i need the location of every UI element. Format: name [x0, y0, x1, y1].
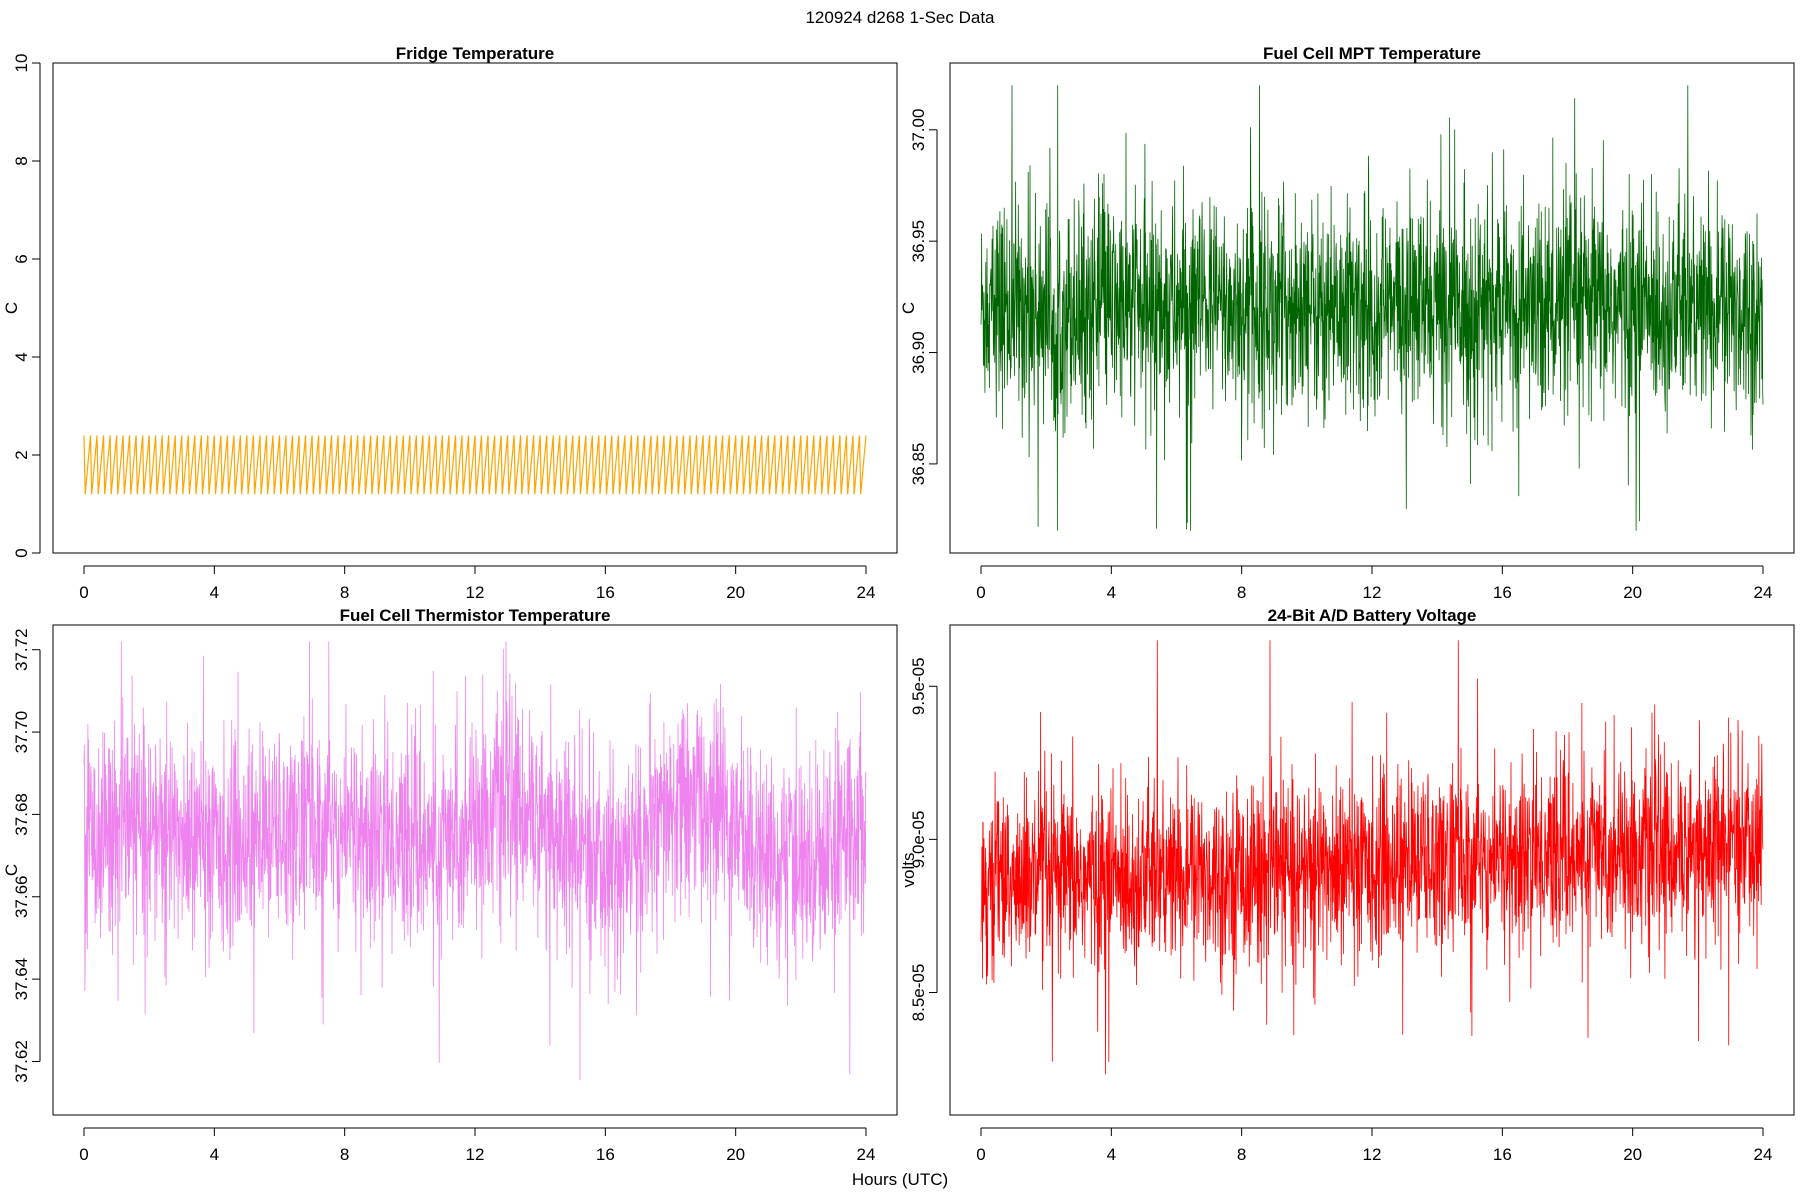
y-tick-label: 2 — [12, 450, 31, 459]
x-tick-label: 24 — [857, 583, 876, 602]
panel-title: Fuel Cell Thermistor Temperature — [340, 606, 611, 625]
x-tick-label: 12 — [1363, 583, 1382, 602]
series-line — [83, 641, 867, 1081]
y-tick-label: 8.5e-05 — [909, 964, 928, 1022]
panel-title: 24-Bit A/D Battery Voltage — [1268, 606, 1477, 625]
x-tick-label: 4 — [210, 583, 219, 602]
x-tick-label: 8 — [1237, 1145, 1246, 1164]
series-line — [980, 85, 1764, 531]
y-tick-label: 0 — [12, 548, 31, 557]
x-tick-label: 4 — [1107, 1145, 1116, 1164]
plot-frame — [52, 62, 898, 554]
x-tick-label: 4 — [210, 1145, 219, 1164]
y-axis-label: C — [2, 864, 21, 876]
y-tick-label: 37.68 — [12, 793, 31, 836]
x-tick-label: 20 — [1623, 1145, 1642, 1164]
x-tick-label: 20 — [1623, 583, 1642, 602]
x-tick-label: 16 — [596, 1145, 615, 1164]
y-axis-label: C — [2, 302, 21, 314]
x-tick-label: 0 — [79, 583, 88, 602]
x-tick-label: 4 — [1107, 583, 1116, 602]
y-tick-label: 36.90 — [909, 331, 928, 374]
x-tick-label: 24 — [1754, 1145, 1773, 1164]
figure-suptitle: 120924 d268 1-Sec Data — [805, 8, 995, 27]
y-tick-label: 9.0e-05 — [909, 811, 928, 869]
x-tick-label: 16 — [1493, 583, 1512, 602]
y-axis-label: volts — [899, 853, 918, 888]
y-tick-label: 36.85 — [909, 443, 928, 486]
plot-frame — [949, 624, 1795, 1116]
x-tick-label: 20 — [726, 1145, 745, 1164]
y-tick-label: 37.62 — [12, 1040, 31, 1083]
x-tick-label: 20 — [726, 583, 745, 602]
x-tick-label: 12 — [466, 583, 485, 602]
y-tick-label: 36.95 — [909, 220, 928, 263]
y-tick-label: 37.00 — [909, 109, 928, 152]
y-tick-label: 37.70 — [12, 711, 31, 754]
figure-xlabel: Hours (UTC) — [852, 1170, 948, 1189]
plot-frame — [52, 624, 898, 1116]
x-tick-label: 12 — [466, 1145, 485, 1164]
y-tick-label: 6 — [12, 254, 31, 263]
panel-battery-voltage: 24-Bit A/D Battery Voltage volts 0 4 8 12 16… — [899, 606, 1795, 1164]
x-tick-label: 0 — [79, 1145, 88, 1164]
y-tick-label: 37.64 — [12, 958, 31, 1001]
x-tick-label: 24 — [1754, 583, 1773, 602]
y-tick-label: 4 — [12, 352, 31, 361]
y-tick-label: 9.5e-05 — [909, 657, 928, 715]
series-line — [980, 640, 1764, 1075]
x-tick-label: 0 — [976, 583, 985, 602]
panel-title: Fuel Cell MPT Temperature — [1263, 44, 1481, 63]
y-tick-label: 37.66 — [12, 875, 31, 918]
plot-frame — [949, 62, 1795, 554]
x-tick-label: 24 — [857, 1145, 876, 1164]
panel-fuel-cell-mpt-temperature: Fuel Cell MPT Temperature C 0 4 8 12 16 20 24 3… — [899, 44, 1795, 602]
x-tick-label: 8 — [1237, 583, 1246, 602]
x-tick-label: 16 — [1493, 1145, 1512, 1164]
x-tick-label: 8 — [340, 583, 349, 602]
x-tick-label: 12 — [1363, 1145, 1382, 1164]
x-tick-label: 16 — [596, 583, 615, 602]
y-tick-label: 8 — [12, 156, 31, 165]
series-line — [83, 435, 867, 495]
y-tick-label: 10 — [12, 54, 31, 73]
panel-title: Fridge Temperature — [396, 44, 554, 63]
y-tick-label: 37.72 — [12, 628, 31, 671]
x-tick-label: 0 — [976, 1145, 985, 1164]
panel-fuel-cell-thermistor-temperature: Fuel Cell Thermistor Temperature C 0 4 8 12… — [2, 606, 898, 1164]
y-axis-label: C — [899, 302, 918, 314]
x-tick-label: 8 — [340, 1145, 349, 1164]
